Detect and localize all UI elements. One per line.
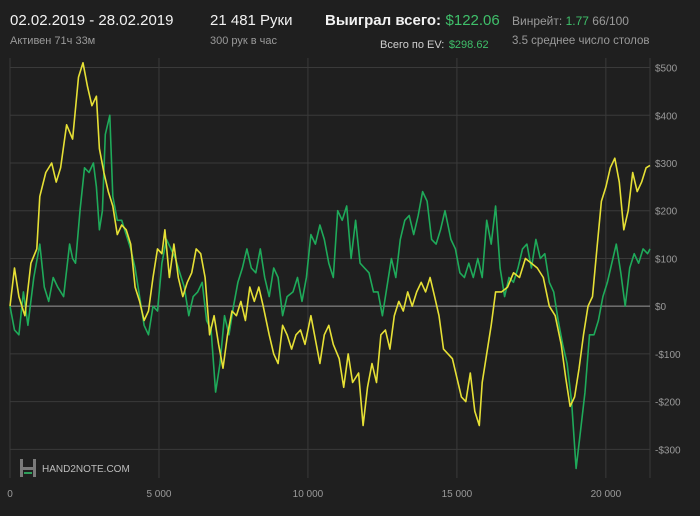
profit-chart: $500 $400 $300 $200 $100 $0 -$100 -$200 -$300 0 5… xyxy=(7,58,681,500)
y-tick-label: $500 xyxy=(655,64,678,75)
y-tick-label: -$200 xyxy=(655,398,681,409)
y-tick-label: -$100 xyxy=(655,350,681,361)
y-tick-label: -$300 xyxy=(655,445,681,456)
watermark: HAND2NOTE.COM xyxy=(20,459,130,477)
stats-header: 02.02.2019 - 28.02.2019 Активен 71ч 33м … xyxy=(0,0,700,56)
hands-per-hour: 300 рук в час xyxy=(210,35,278,47)
y-axis-ticks: $500 $400 $300 $200 $100 $0 -$100 -$200 -$300 xyxy=(655,64,681,457)
y-tick-label: $100 xyxy=(655,254,678,265)
won-total-label: Выиграл всего: xyxy=(325,12,442,29)
winrate: Винрейт: 1.77 66/100 xyxy=(512,14,629,28)
y-tick-label: $300 xyxy=(655,159,678,170)
x-tick-label: 5 000 xyxy=(146,489,171,500)
chart-grid xyxy=(9,58,651,478)
winrate-hands: 66/100 xyxy=(592,14,629,28)
date-range: 02.02.2019 - 28.02.2019 xyxy=(10,12,174,29)
x-tick-label: 0 xyxy=(7,489,13,500)
x-tick-label: 10 000 xyxy=(293,489,324,500)
winrate-value: 1.77 xyxy=(565,14,589,28)
x-tick-label: 15 000 xyxy=(442,489,473,500)
ev-total-label: Всего по EV: xyxy=(380,39,445,51)
watermark-text: HAND2NOTE.COM xyxy=(42,464,130,475)
hand2note-logo-icon xyxy=(20,459,36,477)
active-time: Активен 71ч 33м xyxy=(10,35,96,47)
x-axis-ticks: 0 5 000 10 000 15 000 20 000 xyxy=(7,489,621,500)
avg-tables: 3.5 среднее число столов xyxy=(512,35,650,47)
y-tick-label: $200 xyxy=(655,207,678,218)
won-total: Выиграл всего: $122.06 xyxy=(325,12,500,30)
series-layer xyxy=(9,62,651,470)
y-tick-label: $400 xyxy=(655,111,678,122)
series-line-won xyxy=(9,62,651,427)
winrate-label: Винрейт: xyxy=(512,14,563,28)
series-line-ev xyxy=(9,114,651,470)
y-tick-label: $0 xyxy=(655,302,667,313)
ev-total: Всего по EV: $298.62 xyxy=(380,35,489,53)
won-total-value: $122.06 xyxy=(445,12,500,29)
ev-total-value: $298.62 xyxy=(448,39,489,51)
x-tick-label: 20 000 xyxy=(591,489,622,500)
hands-count: 21 481 Руки xyxy=(210,12,293,29)
